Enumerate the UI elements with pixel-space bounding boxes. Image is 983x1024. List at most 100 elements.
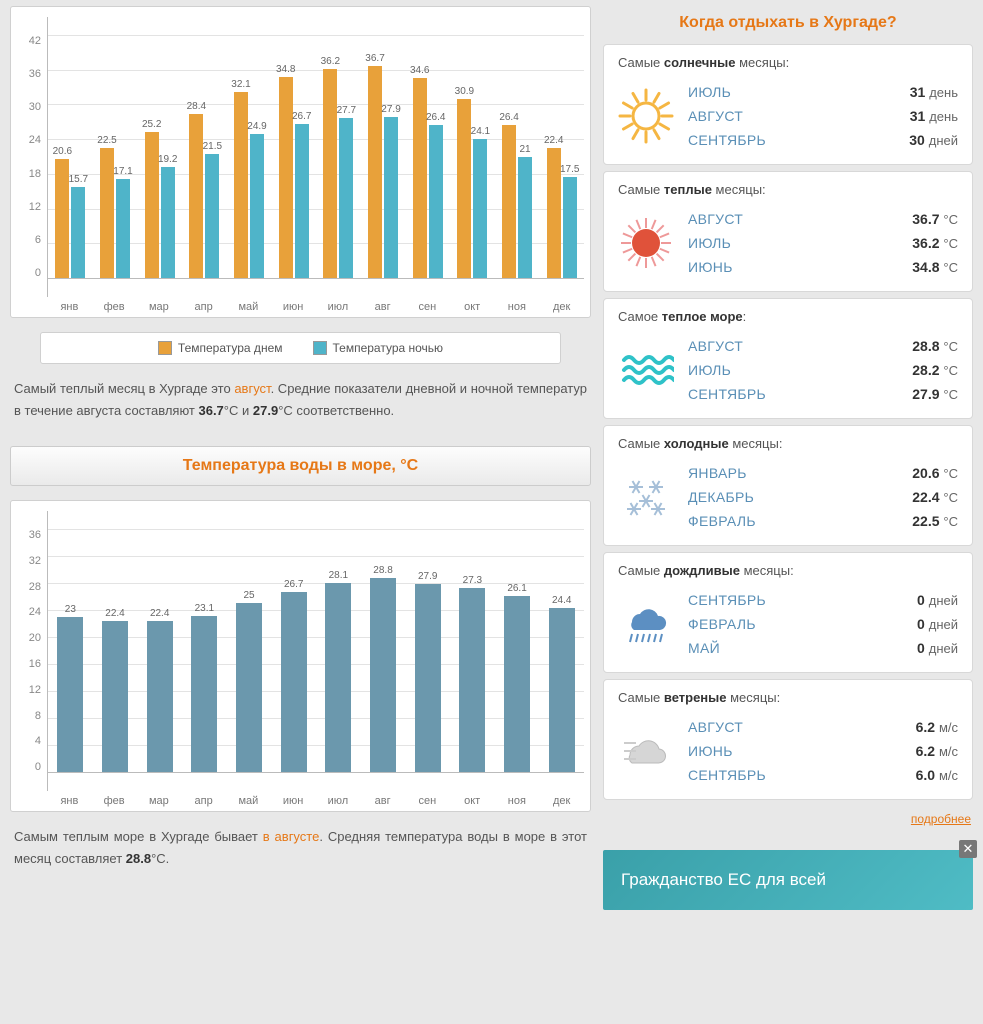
month-group: 32.124.9 [227,35,272,278]
month-value: 31 день [910,84,958,100]
month-name: АВГУСТ [688,338,743,354]
water-temp-header: Температура воды в море, °C [10,446,591,486]
temperature-chart: 06121824303642 20.615.722.517.125.219.22… [10,6,591,318]
info-heading: Самые холодные месяцы: [618,436,958,451]
month-name: ЯНВАРЬ [688,465,747,481]
temp-description: Самый теплый месяц в Хургаде это август.… [10,378,591,422]
info-row: АВГУСТ 28.8 °C [688,334,958,358]
month-group: 36.727.9 [361,35,406,278]
info-row: ИЮЛЬ 31 день [688,80,958,104]
month-name: ИЮНЬ [688,259,733,275]
month-name: ИЮЛЬ [688,235,731,251]
info-row: ЯНВАРЬ 20.6 °C [688,461,958,485]
red-sun-icon [618,215,674,271]
month-name: ИЮЛЬ [688,362,731,378]
month-value: 0 дней [917,592,958,608]
month-value: 30 дней [909,132,958,148]
info-heading: Самые дождливые месяцы: [618,563,958,578]
info-block: Самое теплое море: АВГУСТ 28.8 °C ИЮЛЬ 28.2 … [603,298,973,419]
legend-night-label: Температура ночью [333,341,444,355]
ad-text: Гражданство ЕС для всей [621,870,826,889]
month-group: 20.615.7 [48,35,93,278]
month-group: 23 [48,529,93,772]
month-name: ИЮНЬ [688,743,733,759]
month-group: 25 [227,529,272,772]
month-group: 26.7 [271,529,316,772]
month-value: 31 день [910,108,958,124]
month-group: 28.8 [361,529,406,772]
month-name: СЕНТЯБРЬ [688,132,766,148]
info-block: Самые дождливые месяцы:СЕНТЯБРЬ0 днейФЕВ… [603,552,973,673]
chart-legend: Температура днем Температура ночью [40,332,561,364]
month-group: 27.9 [405,529,450,772]
month-name: ИЮЛЬ [688,84,731,100]
month-group: 24.4 [539,529,584,772]
info-heading: Самые теплые месяцы: [618,182,958,197]
month-value: 0 дней [917,616,958,632]
month-value: 0 дней [917,640,958,656]
info-row: ИЮЛЬ 36.2 °C [688,231,958,255]
month-group: 27.3 [450,529,495,772]
month-value: 22.5 °C [912,513,958,529]
info-row: ФЕВРАЛЬ 22.5 °C [688,509,958,533]
month-value: 34.8 °C [912,259,958,275]
water-description: Самым теплым море в Хургаде бывает в авг… [10,826,591,870]
water-temp-chart: 04812162024283236 2322.422.423.12526.728… [10,500,591,812]
month-group: 26.421 [495,35,540,278]
month-group: 28.1 [316,529,361,772]
month-group: 23.1 [182,529,227,772]
month-group: 22.4 [137,529,182,772]
month-value: 28.8 °C [912,338,958,354]
info-row: АВГУСТ 31 день [688,104,958,128]
month-group: 22.4 [93,529,138,772]
info-row: МАЙ 0 дней [688,636,958,660]
info-row: ИЮНЬ 34.8 °C [688,255,958,279]
info-row: ИЮЛЬ 28.2 °C [688,358,958,382]
month-group: 22.417.5 [539,35,584,278]
month-name: ФЕВРАЛЬ [688,616,756,632]
month-value: 22.4 °C [912,489,958,505]
ad-banner[interactable]: ✕ Гражданство ЕС для всей [603,850,973,910]
month-group: 26.1 [495,529,540,772]
info-row: АВГУСТ 6.2 м/с [688,715,958,739]
sun-rays-icon [618,88,674,144]
month-name: СЕНТЯБРЬ [688,592,766,608]
month-group: 22.517.1 [93,35,138,278]
info-row: АВГУСТ 36.7 °C [688,207,958,231]
wind-icon [618,723,674,779]
legend-day-label: Температура днем [178,341,283,355]
month-name: СЕНТЯБРЬ [688,386,766,402]
info-heading: Самое теплое море: [618,309,958,324]
legend-night: Температура ночью [313,341,444,355]
month-name: СЕНТЯБРЬ [688,767,766,783]
info-row: ИЮНЬ 6.2 м/с [688,739,958,763]
month-name: АВГУСТ [688,108,743,124]
more-link[interactable]: подробнее [603,806,973,832]
legend-day: Температура днем [158,341,283,355]
sidebar-title: Когда отдыхать в Хургаде? [603,6,973,44]
info-block: Самые солнечные месяцы:ИЮЛЬ31 деньАВГУСТ… [603,44,973,165]
info-row: СЕНТЯБРЬ27.9 °C [688,382,958,406]
info-heading: Самые ветреные месяцы: [618,690,958,705]
month-name: ФЕВРАЛЬ [688,513,756,529]
month-value: 6.2 м/с [916,719,958,735]
info-block: Самые холодные месяцы: ЯНВАРЬ 20.6 °C ДЕКАБ… [603,425,973,546]
ad-close-button[interactable]: ✕ [959,840,977,858]
month-name: АВГУСТ [688,719,743,735]
month-name: АВГУСТ [688,211,743,227]
month-value: 36.7 °C [912,211,958,227]
month-group: 36.227.7 [316,35,361,278]
month-name: ДЕКАБРЬ [688,489,754,505]
month-value: 28.2 °C [912,362,958,378]
month-group: 30.924.1 [450,35,495,278]
month-value: 6.2 м/с [916,743,958,759]
waves-icon [618,342,674,398]
month-value: 20.6 °C [912,465,958,481]
month-value: 6.0 м/с [916,767,958,783]
info-row: ФЕВРАЛЬ 0 дней [688,612,958,636]
info-row: СЕНТЯБРЬ 0 дней [688,588,958,612]
info-block: Самые теплые месяцы: АВГУСТ 36.7 °C ИЮЛЬ 36.… [603,171,973,292]
month-name: МАЙ [688,640,720,656]
month-value: 36.2 °C [912,235,958,251]
info-row: ДЕКАБРЬ 22.4 °C [688,485,958,509]
